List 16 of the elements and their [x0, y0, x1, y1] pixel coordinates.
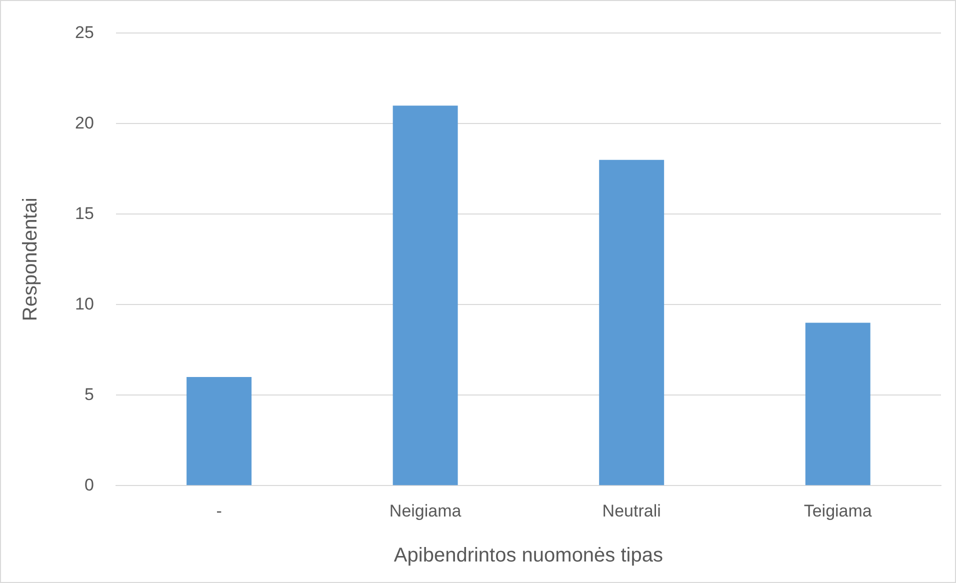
y-axis-title: Respondentai — [20, 198, 42, 322]
x-tick-label: Teigiama — [804, 501, 872, 520]
bar — [186, 377, 252, 486]
y-tick-label: 20 — [74, 113, 94, 132]
bar — [392, 106, 458, 486]
x-tick-label: Neutrali — [602, 501, 661, 520]
x-tick-label: Neigiama — [389, 501, 462, 520]
y-tick-label: 5 — [84, 384, 94, 404]
y-tick-label: 0 — [84, 475, 94, 494]
y-tick-label: 15 — [74, 204, 94, 223]
x-axis-title: Apibendrintos nuomonės tipas — [394, 544, 663, 567]
x-tick-label: - — [216, 501, 222, 520]
y-tick-label: 10 — [74, 294, 94, 314]
y-tick-label: 25 — [74, 22, 94, 42]
bar — [805, 322, 870, 486]
bar — [599, 160, 664, 486]
